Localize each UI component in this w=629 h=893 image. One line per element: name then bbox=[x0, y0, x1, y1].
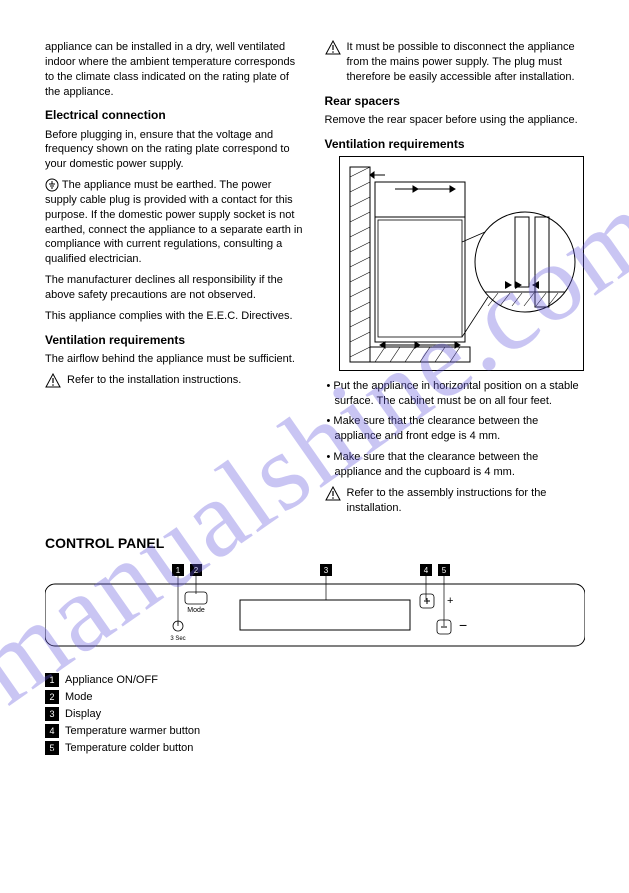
hint-text: Refer to the installation instructions. bbox=[67, 373, 305, 388]
two-column-layout: appliance can be installed in a dry, wel… bbox=[45, 40, 584, 522]
hint-ventilation: Refer to the installation instructions. bbox=[45, 373, 305, 389]
warning-icon bbox=[325, 40, 341, 56]
elec-p4: This appliance complies with the E.E.C. … bbox=[45, 309, 305, 324]
legend-label: Display bbox=[65, 707, 101, 722]
legend-label: Temperature colder button bbox=[65, 741, 193, 756]
control-panel-title: CONTROL PANEL bbox=[45, 534, 584, 553]
control-panel-section: CONTROL PANEL 1 2 3 4 5 Mode bbox=[45, 534, 584, 756]
section-electrical: Electrical connection bbox=[45, 107, 305, 123]
section-ventilation2: Ventilation requirements bbox=[325, 136, 585, 152]
svg-text:1: 1 bbox=[176, 566, 181, 575]
legend-row: 2 Mode bbox=[45, 690, 584, 705]
legend-label: Appliance ON/OFF bbox=[65, 673, 158, 688]
legend-marker: 1 bbox=[45, 673, 59, 687]
control-panel-diagram: 1 2 3 4 5 Mode 3 Sec bbox=[45, 564, 585, 659]
vent-p1: The airflow behind the appliance must be… bbox=[45, 352, 305, 367]
page-number: 40 bbox=[45, 745, 57, 760]
legend-row: 5 Temperature colder button bbox=[45, 741, 584, 756]
bullet-2: • Make sure that the clearance between t… bbox=[325, 414, 585, 444]
legend-label: Mode bbox=[65, 690, 93, 705]
hint-text: Refer to the assembly instructions for t… bbox=[347, 486, 585, 516]
elec-p2: The appliance must be earthed. The power… bbox=[45, 178, 305, 267]
section-rear-spacers: Rear spacers bbox=[325, 93, 585, 109]
installation-figure bbox=[339, 156, 584, 371]
left-column: appliance can be installed in a dry, wel… bbox=[45, 40, 305, 522]
legend: 1 Appliance ON/OFF 2 Mode 3 Display 4 Te… bbox=[45, 673, 584, 755]
legend-label: Temperature warmer button bbox=[65, 724, 200, 739]
legend-row: 1 Appliance ON/OFF bbox=[45, 673, 584, 688]
warning-icon bbox=[325, 486, 341, 502]
svg-text:4: 4 bbox=[424, 566, 429, 575]
legend-marker: 4 bbox=[45, 724, 59, 738]
intro-text: appliance can be installed in a dry, wel… bbox=[45, 40, 305, 99]
hint-assembly: Refer to the assembly instructions for t… bbox=[325, 486, 585, 516]
legend-marker: 2 bbox=[45, 690, 59, 704]
svg-text:3: 3 bbox=[324, 566, 329, 575]
svg-text:+: + bbox=[447, 595, 453, 607]
bullet-3: • Make sure that the clearance between t… bbox=[325, 450, 585, 480]
svg-text:−: − bbox=[459, 617, 467, 633]
rear-p: Remove the rear spacer before using the … bbox=[325, 113, 585, 128]
svg-text:5: 5 bbox=[442, 566, 447, 575]
legend-row: 3 Display bbox=[45, 707, 584, 722]
svg-text:2: 2 bbox=[194, 566, 199, 575]
legend-row: 4 Temperature warmer button bbox=[45, 724, 584, 739]
earth-icon bbox=[45, 178, 59, 193]
svg-text:3 Sec: 3 Sec bbox=[170, 636, 185, 642]
right-column: It must be possible to disconnect the ap… bbox=[325, 40, 585, 522]
page-content: appliance can be installed in a dry, wel… bbox=[0, 0, 629, 778]
elec-p1: Before plugging in, ensure that the volt… bbox=[45, 128, 305, 173]
elec-p3: The manufacturer declines all responsibi… bbox=[45, 273, 305, 303]
elec-p2-text: The appliance must be earthed. The power… bbox=[45, 179, 302, 265]
hint-text: It must be possible to disconnect the ap… bbox=[347, 40, 585, 85]
warning-icon bbox=[45, 373, 61, 389]
bullet-1: • Put the appliance in horizontal positi… bbox=[325, 379, 585, 409]
svg-text:Mode: Mode bbox=[187, 607, 205, 614]
section-ventilation: Ventilation requirements bbox=[45, 332, 305, 348]
hint-disconnect: It must be possible to disconnect the ap… bbox=[325, 40, 585, 85]
legend-marker: 3 bbox=[45, 707, 59, 721]
